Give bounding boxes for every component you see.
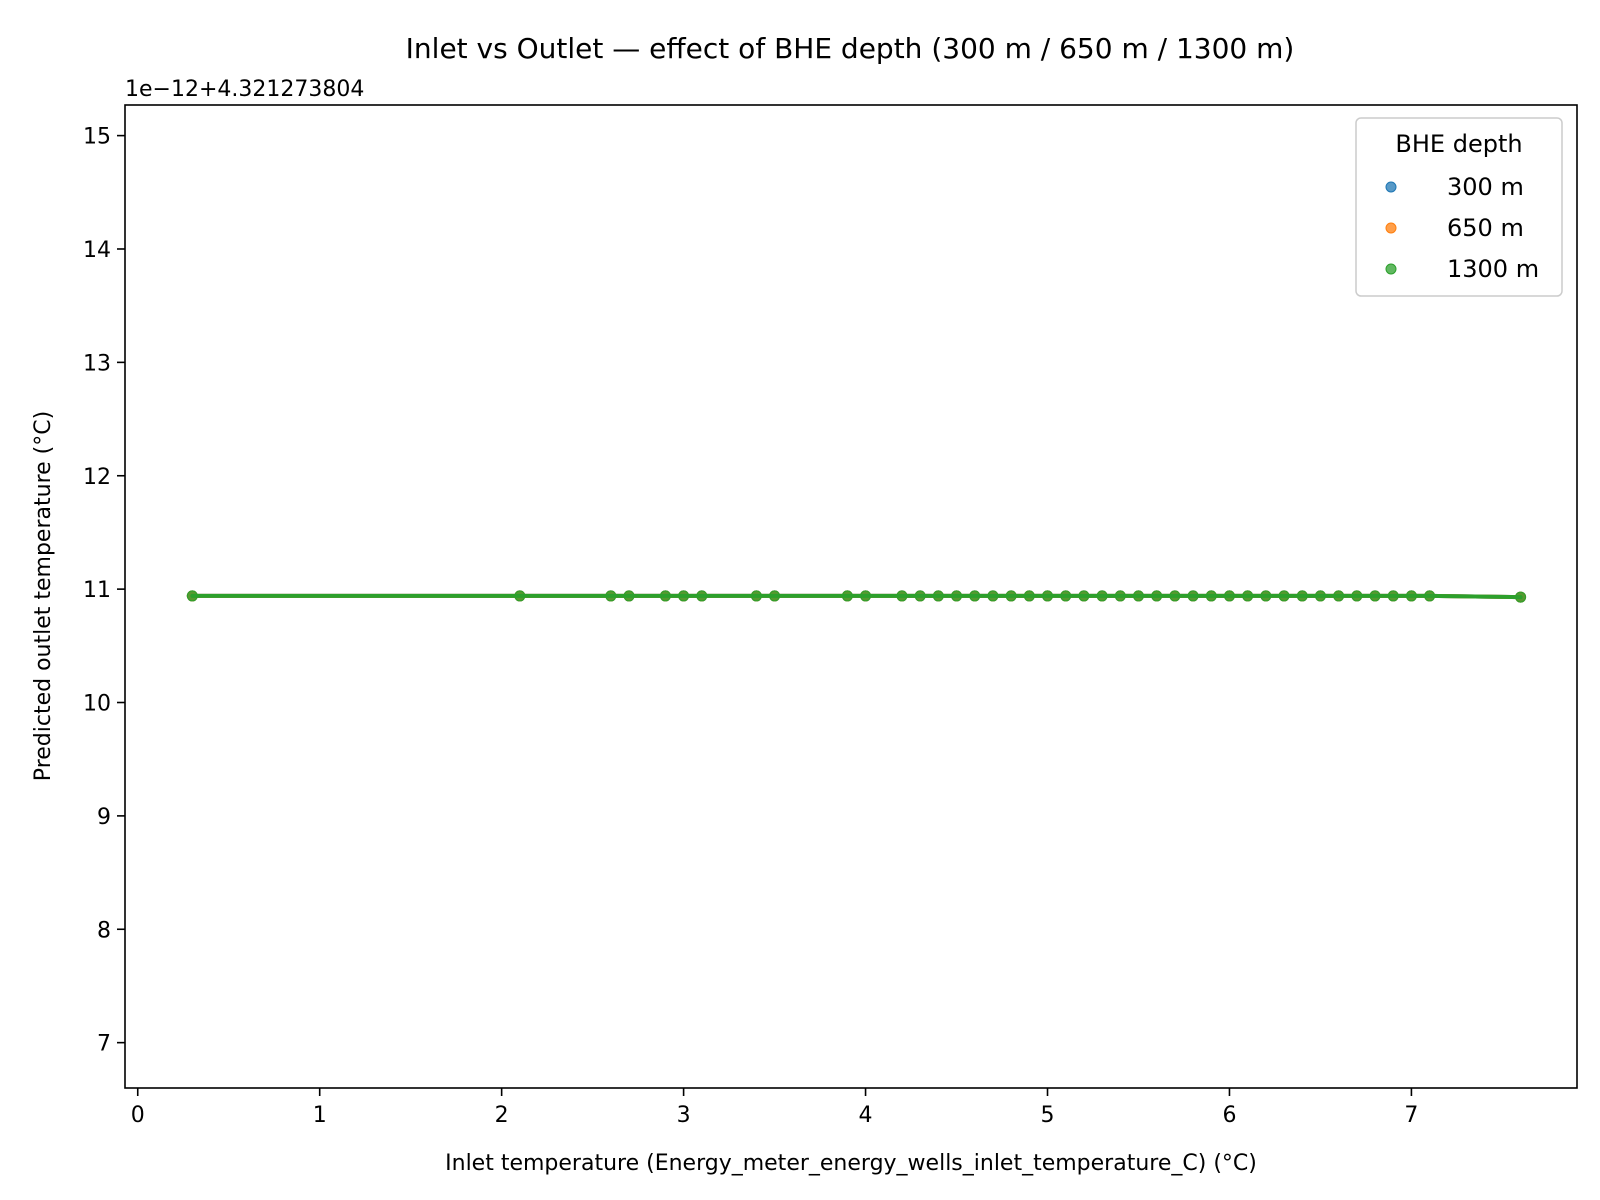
data-point bbox=[1151, 590, 1163, 602]
data-point bbox=[1369, 590, 1381, 602]
legend-marker bbox=[1385, 222, 1397, 234]
x-tick-label: 6 bbox=[1222, 1103, 1236, 1128]
y-tick-label: 12 bbox=[83, 465, 111, 490]
data-point bbox=[1205, 590, 1217, 602]
x-tick-label: 7 bbox=[1404, 1103, 1418, 1128]
data-point bbox=[914, 590, 926, 602]
data-point bbox=[1023, 590, 1035, 602]
data-point bbox=[1333, 590, 1345, 602]
data-point bbox=[659, 590, 671, 602]
x-tick-label: 1 bbox=[313, 1103, 327, 1128]
data-point bbox=[932, 590, 944, 602]
data-point bbox=[1078, 590, 1090, 602]
x-axis-title: Inlet temperature (Energy_meter_energy_w… bbox=[445, 1151, 1257, 1176]
x-tick-label: 4 bbox=[859, 1103, 873, 1128]
data-point bbox=[1132, 590, 1144, 602]
data-point bbox=[1042, 590, 1054, 602]
data-point bbox=[186, 590, 198, 602]
data-point bbox=[1405, 590, 1417, 602]
data-point bbox=[750, 590, 762, 602]
x-tick-label: 5 bbox=[1041, 1103, 1055, 1128]
data-point bbox=[623, 590, 635, 602]
legend: BHE depth 300 m 650 m 1300 m bbox=[1355, 117, 1563, 297]
data-point bbox=[951, 590, 963, 602]
legend-box bbox=[1355, 117, 1563, 297]
data-point bbox=[841, 590, 853, 602]
data-point bbox=[1096, 590, 1108, 602]
y-tick-label: 13 bbox=[83, 351, 111, 376]
plot-area bbox=[124, 104, 1578, 1089]
y-tick-label: 10 bbox=[83, 692, 111, 717]
data-point bbox=[769, 590, 781, 602]
data-point bbox=[1515, 591, 1527, 603]
data-point bbox=[678, 590, 690, 602]
y-tick-label: 8 bbox=[97, 918, 111, 943]
data-point bbox=[1387, 590, 1399, 602]
data-point bbox=[1296, 590, 1308, 602]
series-layer bbox=[186, 590, 1527, 603]
y-tick-label: 15 bbox=[83, 125, 111, 150]
data-point bbox=[605, 590, 617, 602]
data-point bbox=[1242, 590, 1254, 602]
y-axis-title: Predicted outlet temperature (°C) bbox=[31, 411, 56, 781]
data-point bbox=[987, 590, 999, 602]
legend-label: 300 m bbox=[1447, 173, 1524, 201]
y-tick-label: 11 bbox=[83, 578, 111, 603]
data-point bbox=[514, 590, 526, 602]
data-point bbox=[1060, 590, 1072, 602]
data-point bbox=[1005, 590, 1017, 602]
legend-marker bbox=[1385, 181, 1397, 193]
series-3 bbox=[186, 590, 1527, 603]
data-point bbox=[896, 590, 908, 602]
x-tick-label: 3 bbox=[677, 1103, 691, 1128]
data-point bbox=[1223, 590, 1235, 602]
data-point bbox=[1187, 590, 1199, 602]
legend-marker bbox=[1385, 263, 1397, 275]
data-point bbox=[1351, 590, 1363, 602]
x-tick-label: 0 bbox=[131, 1103, 145, 1128]
y-tick-label: 7 bbox=[97, 1032, 111, 1057]
legend-entries: 300 m 650 m 1300 m bbox=[1385, 173, 1539, 283]
legend-title: BHE depth bbox=[1395, 130, 1522, 158]
data-point bbox=[1260, 590, 1272, 602]
legend-label: 1300 m bbox=[1447, 255, 1539, 283]
data-point bbox=[1424, 590, 1436, 602]
plot-frame bbox=[124, 104, 1578, 1089]
data-point bbox=[1169, 590, 1181, 602]
data-point bbox=[696, 590, 708, 602]
x-axis: 0 1 2 3 4 5 6 7 bbox=[131, 1088, 1418, 1128]
data-point bbox=[1314, 590, 1326, 602]
y-axis-offset-label: 1e−12+4.321273804 bbox=[125, 77, 364, 102]
data-point bbox=[860, 590, 872, 602]
chart-title: Inlet vs Outlet — effect of BHE depth (3… bbox=[406, 32, 1295, 65]
data-point bbox=[1278, 590, 1290, 602]
data-point bbox=[969, 590, 981, 602]
x-tick-label: 2 bbox=[495, 1103, 509, 1128]
y-tick-label: 9 bbox=[97, 805, 111, 830]
y-tick-label: 14 bbox=[83, 238, 111, 263]
data-point bbox=[1114, 590, 1126, 602]
legend-label: 650 m bbox=[1447, 214, 1524, 242]
y-axis: 7 8 9 10 11 12 13 14 15 bbox=[83, 125, 125, 1057]
